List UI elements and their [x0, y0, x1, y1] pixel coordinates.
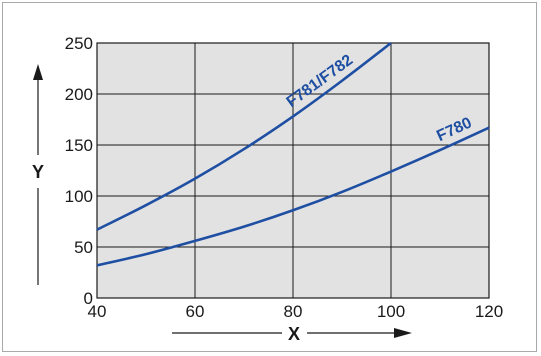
y-tick-label: 0: [84, 289, 93, 308]
y-tick-label: 200: [65, 85, 93, 104]
tick-labels: 40 60 80 100 120 0 50 100 150 200 250: [65, 34, 504, 321]
y-tick-label: 150: [65, 136, 93, 155]
x-axis-title-group: X: [172, 324, 412, 344]
series-line-f781-f782: [96, 41, 392, 231]
y-tick-label: 50: [74, 238, 93, 257]
x-tick-label: 120: [475, 302, 503, 321]
grid-lines: [96, 42, 490, 299]
y-tick-label: 100: [65, 187, 93, 206]
x-axis-arrow-head: [394, 328, 412, 338]
x-tick-label: 60: [186, 302, 205, 321]
series-layer: [96, 41, 490, 267]
y-axis-title-group: Y: [32, 64, 44, 285]
series-line-f780: [96, 126, 490, 267]
x-tick-label: 40: [88, 302, 107, 321]
y-axis-title: Y: [32, 162, 44, 182]
x-axis-title: X: [288, 324, 300, 344]
x-tick-label: 100: [377, 302, 405, 321]
x-tick-label: 80: [284, 302, 303, 321]
y-tick-label: 250: [65, 34, 93, 53]
y-axis-arrow-head: [33, 64, 43, 80]
